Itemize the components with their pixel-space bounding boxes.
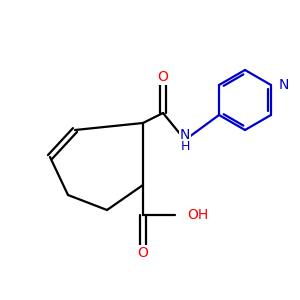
Text: O: O — [138, 246, 148, 260]
Text: N: N — [180, 128, 190, 142]
Text: N: N — [279, 78, 290, 92]
Text: OH: OH — [187, 208, 208, 222]
Text: O: O — [158, 70, 168, 84]
Text: H: H — [180, 140, 190, 154]
